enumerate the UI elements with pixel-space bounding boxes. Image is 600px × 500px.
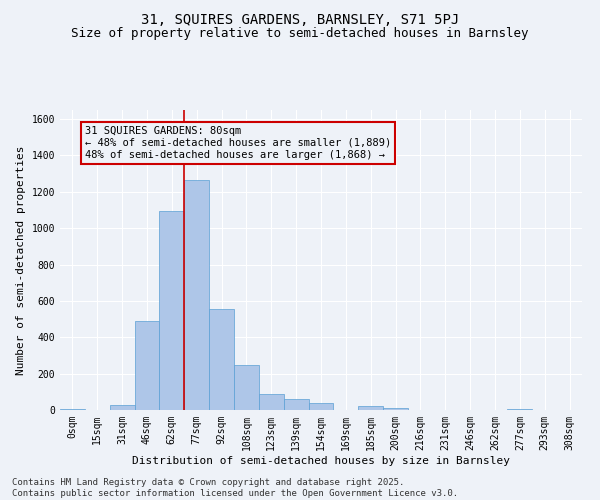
Y-axis label: Number of semi-detached properties: Number of semi-detached properties [16, 145, 26, 375]
Bar [358, 406, 383, 410]
Bar [110, 404, 134, 410]
Bar [284, 399, 308, 410]
Bar [209, 309, 234, 410]
Bar [234, 366, 259, 410]
Text: Size of property relative to semi-detached houses in Barnsley: Size of property relative to semi-detach… [71, 28, 529, 40]
Text: 31, SQUIRES GARDENS, BARNSLEY, S71 5PJ: 31, SQUIRES GARDENS, BARNSLEY, S71 5PJ [141, 12, 459, 26]
Bar [308, 403, 334, 410]
Bar [508, 408, 532, 410]
Bar [60, 408, 85, 410]
Text: Contains HM Land Registry data © Crown copyright and database right 2025.
Contai: Contains HM Land Registry data © Crown c… [12, 478, 458, 498]
Bar [160, 211, 184, 410]
Bar [259, 394, 284, 410]
X-axis label: Distribution of semi-detached houses by size in Barnsley: Distribution of semi-detached houses by … [132, 456, 510, 466]
Bar [184, 180, 209, 410]
Bar [134, 321, 160, 410]
Bar [383, 408, 408, 410]
Text: 31 SQUIRES GARDENS: 80sqm
← 48% of semi-detached houses are smaller (1,889)
48% : 31 SQUIRES GARDENS: 80sqm ← 48% of semi-… [85, 126, 391, 160]
